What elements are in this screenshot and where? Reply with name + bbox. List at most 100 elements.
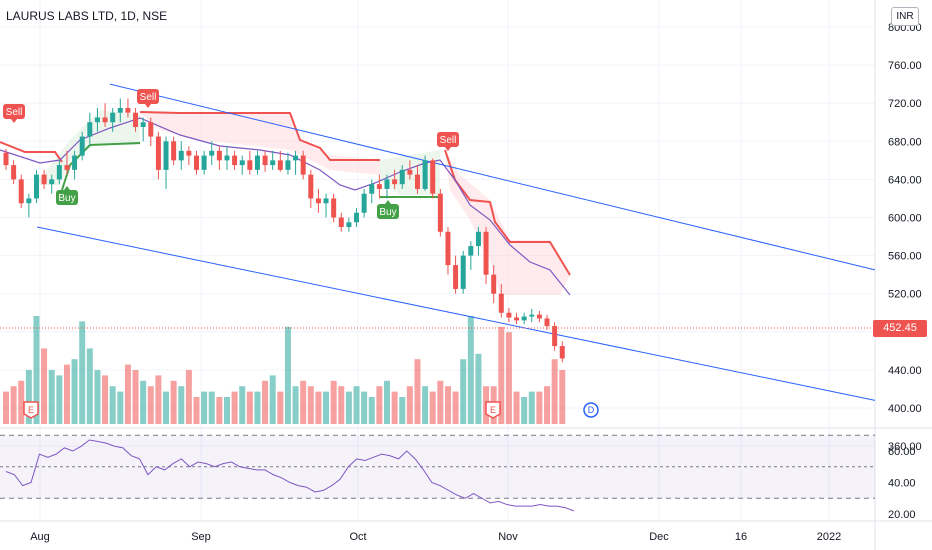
rsi-axis-label: 60.00 [888,446,916,458]
trend-fill-down [140,113,380,175]
time-axis-label: Aug [30,531,50,543]
signal-buy-badge[interactable]: Buy [56,186,78,205]
candle-body [110,112,116,123]
candle-body [262,155,268,166]
candle-body [11,165,17,180]
candle-body [323,198,329,204]
price-axis-label: 560.00 [888,251,922,263]
volume-bar [467,316,474,424]
volume-bar [437,380,444,424]
volume-bar [33,316,40,424]
volume-bar [323,391,330,424]
channel-upper-line [109,83,876,271]
price-axis-label: 520.00 [888,289,922,301]
volume-bar [124,364,131,424]
candle-body [498,293,504,313]
candle-body [254,155,260,170]
candle-body [194,155,199,170]
candle-body [514,317,520,321]
candle-body [491,274,497,294]
earnings-label: E [490,405,496,415]
candle-body [346,222,352,228]
candle-body [453,265,459,289]
candle-body [468,246,474,256]
volume-bar [193,397,200,424]
candle-body [64,165,70,170]
rsi-band [0,435,875,499]
volume-bar [208,391,215,424]
earnings-marker[interactable]: E [23,401,39,419]
candle-body [224,155,230,161]
candle-body [148,122,154,137]
candle-body [49,179,55,185]
volume-bar [3,391,9,424]
candle-body [529,314,535,317]
candle-body [285,160,291,170]
candle-body [178,150,184,161]
candle-body [300,155,306,175]
candle-body [186,150,192,156]
volume-bar [475,353,482,424]
rsi-axis-label: 40.00 [888,478,916,490]
volume-bar [460,359,467,424]
candle-body [414,174,420,189]
volume-bar [368,397,375,424]
volume-bar [41,348,48,424]
candle-body [18,179,24,204]
dividend-marker[interactable]: D [583,402,599,418]
volume-bar [452,391,459,424]
volume-bar [178,386,185,424]
volume-bar [544,386,551,424]
volume-bar [414,359,421,424]
signal-buy-badge[interactable]: Buy [377,200,399,219]
candle-body [407,169,413,175]
volume-bar [18,380,25,424]
candle-body [201,155,207,170]
volume-bar [361,391,368,424]
price-axis-label: 360.00 [888,441,922,453]
signal-sell-badge[interactable]: Sell [137,89,159,108]
candle-body [79,136,85,156]
candle-body [308,174,314,199]
signal-sell-badge[interactable]: Sell [3,104,25,123]
earnings-marker[interactable]: E [485,401,501,419]
signal-label: Sell [6,107,23,118]
candle-body [293,155,299,161]
volume-bar [338,386,345,424]
candle-body [506,312,512,318]
trend-fill-down [445,150,570,295]
channel-lower-line [36,226,876,401]
candle-body [232,155,238,166]
candle-body [544,318,550,327]
candle-body [369,184,375,194]
volume-bar [536,391,543,424]
candle-body [277,160,283,170]
volume-bar [384,380,390,424]
volume-bar [86,348,93,424]
signal-sell-badge[interactable]: Sell [437,132,459,151]
volume-bar [147,386,154,424]
volume-bar [239,386,246,424]
candle-body [209,150,215,156]
volume-bar [406,386,413,424]
candle-body [140,122,146,128]
time-axis-label: Dec [649,531,669,543]
rsi-axis-label: 20.00 [888,509,916,521]
currency-selector[interactable]: INR [891,7,919,26]
volume-bar [246,391,253,424]
volume-bar [94,370,101,424]
earnings-label: E [28,405,34,415]
candle-body [536,314,542,319]
volume-bar [429,391,436,424]
volume-bar [223,397,230,424]
candle-body [315,198,321,204]
signal-label: Sell [440,135,457,146]
volume-bar [498,326,505,424]
candle-body [26,198,32,204]
price-axis-label: 720.00 [888,98,922,110]
candle-body [270,160,276,166]
candle-body [422,160,428,189]
volume-bar [391,391,398,424]
supertrend-sell-line [0,141,63,163]
